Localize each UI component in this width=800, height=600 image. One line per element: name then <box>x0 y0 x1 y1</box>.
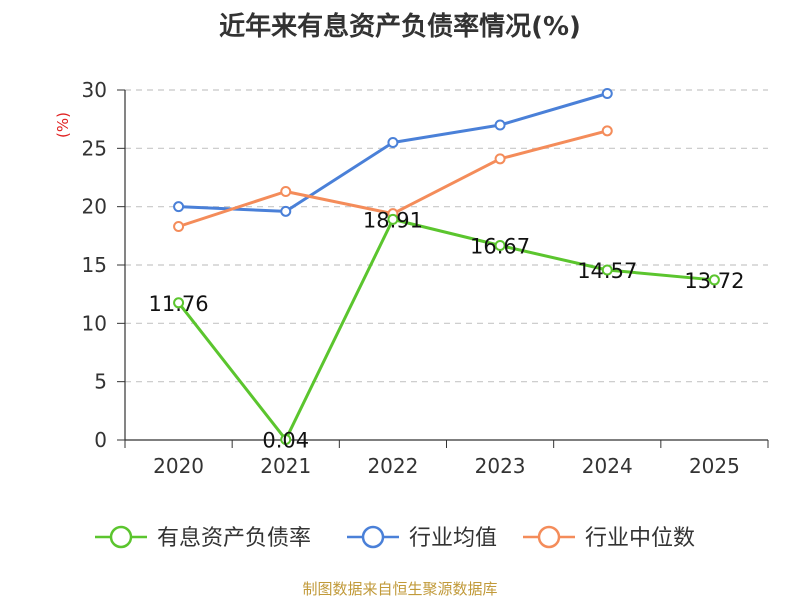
y-tick-label: 0 <box>94 428 107 452</box>
y-tick-label: 10 <box>82 311 107 335</box>
x-tick-label: 2021 <box>260 454 311 478</box>
chart-title: 近年来有息资产负债率情况(%) <box>219 12 581 42</box>
x-tick-label: 2022 <box>367 454 418 478</box>
legend-label: 行业中位数 <box>585 526 695 551</box>
data-label: 13.72 <box>684 269 744 293</box>
data-point <box>387 213 399 225</box>
data-point <box>173 201 185 213</box>
legend-marker <box>537 525 561 549</box>
series-line <box>178 92 608 213</box>
data-point <box>494 153 506 165</box>
y-axis-label: (%) <box>54 112 72 138</box>
legend-label: 行业均值 <box>409 526 497 551</box>
data-point <box>173 221 185 232</box>
legend-marker <box>109 525 133 549</box>
data-label: 11.76 <box>149 292 209 316</box>
data-point <box>280 186 292 197</box>
x-tick-label: 2024 <box>582 454 633 478</box>
data-label: 16.67 <box>470 235 530 259</box>
data-label: 18.91 <box>363 208 423 232</box>
data-point <box>601 264 613 276</box>
x-tick-label: 2020 <box>153 454 204 478</box>
data-point <box>601 88 613 99</box>
data-point <box>280 205 292 217</box>
y-tick-label: 20 <box>82 195 107 219</box>
data-point <box>494 240 506 252</box>
data-point <box>387 137 399 148</box>
y-tick-label: 25 <box>82 136 107 160</box>
series-line <box>177 217 715 442</box>
data-point <box>708 274 720 286</box>
legend-marker <box>361 525 385 549</box>
data-point <box>494 119 506 131</box>
legend-label: 有息资产负债率 <box>157 526 311 551</box>
y-tick-label: 5 <box>94 370 107 394</box>
data-point <box>280 434 292 446</box>
source-footer: 制图数据来自恒生聚源数据库 <box>302 580 498 598</box>
y-tick-label: 30 <box>82 78 107 102</box>
x-tick-label: 2025 <box>689 454 740 478</box>
data-point <box>601 125 613 137</box>
y-tick-label: 15 <box>82 253 107 277</box>
data-point <box>173 297 185 309</box>
data-label: 14.57 <box>577 259 637 283</box>
data-label: 0.04 <box>262 429 309 453</box>
x-tick-label: 2023 <box>475 454 526 478</box>
